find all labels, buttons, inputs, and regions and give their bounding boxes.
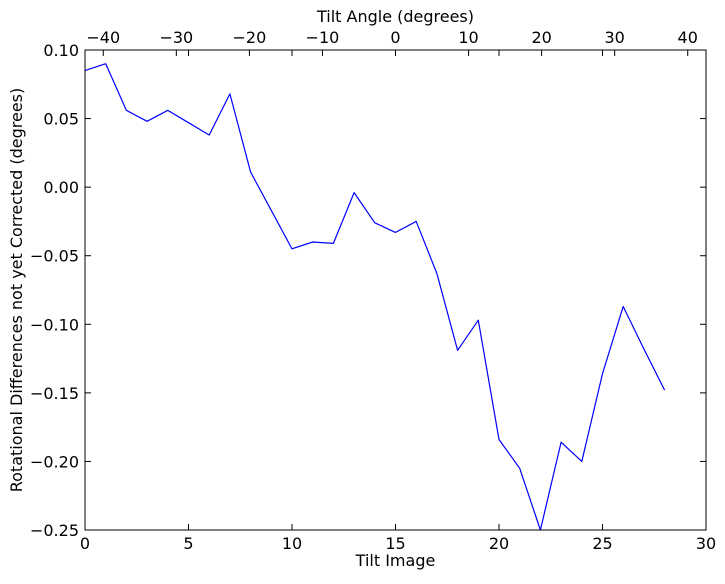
series-layer: [84, 63, 666, 531]
top-x-axis-title: Tilt Angle (degrees): [316, 7, 474, 26]
x-tick-label: 30: [696, 534, 716, 553]
top-x-tick-label: −40: [86, 28, 120, 47]
y-tick-label: −0.25: [30, 521, 79, 540]
plot-frame: [84, 49, 707, 531]
tick-layer: [84, 49, 707, 531]
tick-label-layer: 0 5 10 15 20 25 30 0.10 0.05 0.00 −0.05 −0.10 −0.15 −…: [30, 28, 716, 553]
x-tick-label: 0: [80, 534, 90, 553]
y-tick-label: 0.00: [43, 178, 79, 197]
top-x-tick-label: −30: [159, 28, 193, 47]
top-x-tick-label: 40: [678, 28, 698, 47]
x-tick-label: 25: [592, 534, 612, 553]
y-tick-label: −0.05: [30, 247, 79, 266]
top-x-tick-label: 10: [458, 28, 478, 47]
top-x-tick-label: 0: [390, 28, 400, 47]
x-tick-label: 5: [183, 534, 193, 553]
y-tick-label: 0.10: [43, 41, 79, 60]
x-tick-label: 15: [385, 534, 405, 553]
x-tick-label: 20: [489, 534, 509, 553]
top-x-tick-label: 30: [604, 28, 624, 47]
y-tick-label: −0.20: [30, 452, 79, 471]
y-tick-label: −0.15: [30, 384, 79, 403]
y-tick-label: 0.05: [43, 110, 79, 129]
top-x-tick-label: 20: [531, 28, 551, 47]
x-axis-title: Tilt Image: [355, 551, 436, 570]
series-line: [84, 63, 666, 531]
x-tick-label: 10: [282, 534, 302, 553]
y-axis-title: Rotational Differences not yet Corrected…: [7, 88, 26, 493]
top-x-tick-label: −10: [306, 28, 340, 47]
top-x-tick-label: −20: [232, 28, 266, 47]
y-tick-label: −0.10: [30, 315, 79, 334]
